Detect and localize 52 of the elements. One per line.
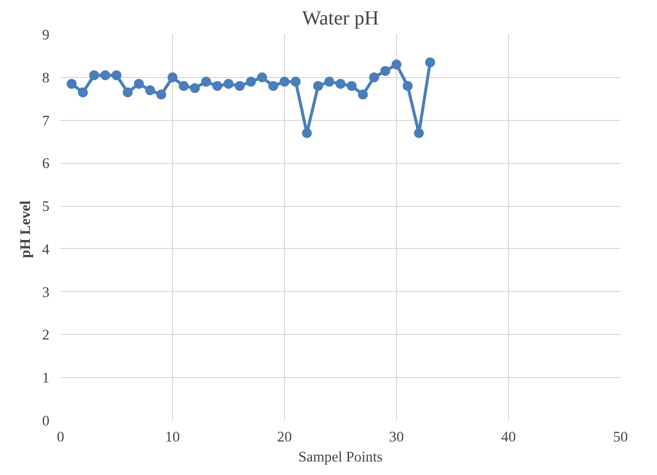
point <box>156 90 166 100</box>
y-tick-label: 4 <box>42 242 50 258</box>
y-tick-label: 5 <box>42 199 50 216</box>
point <box>290 76 301 87</box>
point <box>425 57 436 68</box>
point <box>257 72 268 82</box>
point <box>201 76 212 87</box>
point <box>190 83 200 94</box>
y-tick-label: 6 <box>42 156 50 172</box>
x-tick-label: 50 <box>613 430 628 446</box>
point <box>414 128 424 138</box>
point <box>246 76 256 87</box>
point <box>66 78 77 89</box>
point <box>392 60 402 70</box>
point <box>178 80 189 91</box>
y-tick-label: 2 <box>42 328 50 344</box>
point <box>78 87 88 98</box>
point <box>234 80 245 91</box>
x-tick-label: 20 <box>277 430 292 446</box>
point <box>212 80 222 91</box>
x-tick-label: 10 <box>165 430 180 446</box>
y-axis-title: pH Level <box>18 200 34 258</box>
y-tick-label: 8 <box>42 70 50 86</box>
point <box>224 78 234 89</box>
point <box>336 78 346 89</box>
point <box>313 80 324 91</box>
point <box>280 76 290 87</box>
point <box>134 78 144 89</box>
point <box>369 72 380 82</box>
x-tick-label: 0 <box>56 430 64 446</box>
x-tick-label: 30 <box>389 430 404 446</box>
point <box>302 128 312 138</box>
y-tick-label: 0 <box>42 414 50 430</box>
point <box>268 80 278 91</box>
point <box>346 80 357 91</box>
x-tick-label: 40 <box>501 430 516 446</box>
y-tick-label: 1 <box>42 370 50 387</box>
x-axis-title: Sampel Points <box>298 450 383 466</box>
point <box>402 80 413 91</box>
point <box>122 87 133 98</box>
y-tick-label: 3 <box>42 284 50 301</box>
point <box>324 76 334 87</box>
point <box>380 66 390 76</box>
point <box>89 70 100 80</box>
point <box>112 70 122 80</box>
chart-title: Water pH <box>302 8 379 30</box>
point <box>100 70 110 80</box>
y-tick-label: 7 <box>42 113 50 130</box>
y-tick-label: 9 <box>42 28 50 44</box>
point <box>358 90 368 100</box>
point <box>168 72 178 82</box>
point <box>145 85 156 96</box>
